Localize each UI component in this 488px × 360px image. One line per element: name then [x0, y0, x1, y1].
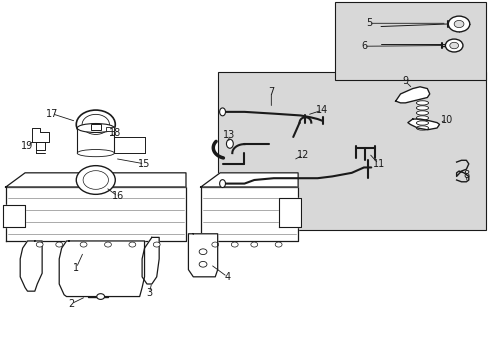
Polygon shape — [200, 173, 298, 187]
Polygon shape — [142, 237, 159, 284]
Polygon shape — [5, 173, 185, 187]
Text: 17: 17 — [45, 109, 58, 119]
Text: 19: 19 — [21, 141, 34, 151]
Ellipse shape — [219, 108, 225, 116]
Text: 4: 4 — [224, 272, 230, 282]
Bar — [105, 127, 114, 131]
Ellipse shape — [77, 149, 114, 157]
Text: 13: 13 — [223, 130, 235, 140]
Polygon shape — [407, 119, 439, 130]
Ellipse shape — [415, 116, 427, 120]
Polygon shape — [36, 142, 44, 149]
Text: 15: 15 — [138, 159, 150, 169]
Circle shape — [453, 21, 463, 28]
Polygon shape — [188, 234, 217, 277]
Polygon shape — [20, 241, 42, 291]
Ellipse shape — [415, 121, 427, 125]
Text: 14: 14 — [316, 105, 328, 115]
Circle shape — [56, 242, 62, 247]
Polygon shape — [278, 198, 300, 226]
Circle shape — [76, 110, 115, 139]
Polygon shape — [395, 87, 429, 103]
Text: 10: 10 — [440, 115, 452, 125]
Bar — [334, 3, 485, 80]
Text: 1: 1 — [73, 263, 79, 273]
Circle shape — [199, 249, 206, 255]
Circle shape — [445, 39, 462, 52]
Text: 3: 3 — [146, 288, 152, 298]
Circle shape — [153, 242, 160, 247]
Polygon shape — [200, 187, 298, 241]
Circle shape — [275, 242, 282, 247]
Ellipse shape — [415, 106, 427, 110]
Text: 18: 18 — [109, 129, 121, 138]
Polygon shape — [3, 205, 25, 226]
Circle shape — [250, 242, 257, 247]
Ellipse shape — [219, 180, 225, 188]
Circle shape — [211, 242, 218, 247]
Circle shape — [449, 42, 458, 49]
Text: 16: 16 — [111, 191, 123, 201]
Circle shape — [76, 166, 115, 194]
Text: 8: 8 — [462, 170, 468, 180]
Bar — [77, 128, 114, 153]
Circle shape — [82, 114, 109, 134]
Ellipse shape — [415, 126, 427, 130]
Text: 12: 12 — [296, 150, 308, 160]
Ellipse shape — [77, 123, 114, 132]
Text: 6: 6 — [360, 41, 366, 51]
Polygon shape — [32, 128, 49, 142]
Bar — [91, 125, 101, 130]
Text: 5: 5 — [365, 18, 371, 28]
Circle shape — [97, 294, 104, 300]
Circle shape — [104, 242, 111, 247]
Polygon shape — [5, 187, 185, 241]
Polygon shape — [59, 241, 144, 297]
Circle shape — [129, 242, 136, 247]
Circle shape — [80, 242, 87, 247]
Text: 11: 11 — [372, 159, 384, 169]
Bar — [217, 72, 485, 230]
Circle shape — [447, 16, 469, 32]
Text: 9: 9 — [402, 76, 407, 86]
Circle shape — [83, 171, 108, 189]
Text: 2: 2 — [68, 299, 74, 309]
Ellipse shape — [415, 101, 427, 105]
Circle shape — [36, 242, 43, 247]
Ellipse shape — [226, 139, 233, 148]
Circle shape — [199, 261, 206, 267]
Ellipse shape — [415, 111, 427, 115]
Circle shape — [231, 242, 238, 247]
Text: 7: 7 — [267, 87, 274, 97]
